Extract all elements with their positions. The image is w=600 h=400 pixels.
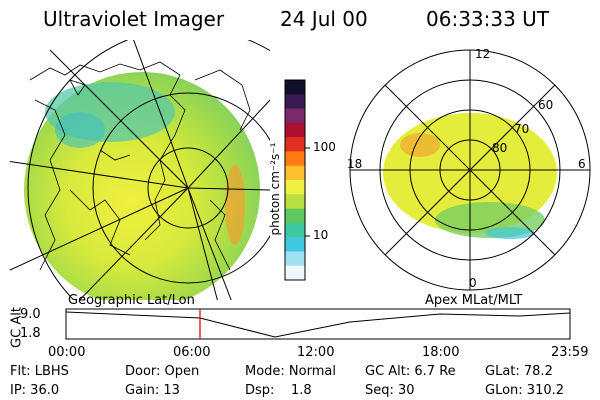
info-glat: GLat: 78.2 [485, 364, 553, 379]
coastline-outlines [29, 61, 251, 271]
colorbar-stripe [285, 80, 305, 95]
timeline-ylabel: GC Alt [9, 307, 25, 348]
altitude-timeline [65, 308, 571, 340]
colorbar-stripe [285, 108, 305, 124]
geographic-panel-label: Geographic Lat/Lon [68, 293, 195, 308]
colorbar-tick-10: 10 [313, 228, 329, 242]
app-title: Ultraviolet Imager [43, 7, 225, 31]
altitude-curve [65, 311, 571, 338]
mlt-label-0: 0 [469, 276, 477, 290]
mlat-label-60: 60 [538, 98, 554, 112]
polar-mlat-mlt-plot [349, 49, 591, 291]
timeline-xtick-1800: 18:00 [422, 345, 460, 360]
time-label: 06:33:33 UT [426, 7, 550, 31]
timeline-xtick-0000: 00:00 [48, 345, 86, 360]
geo-orange-band [225, 165, 245, 245]
mlt-label-18: 18 [347, 157, 363, 171]
colorbar-unit-label: photon cm⁻²s⁻¹ [268, 142, 282, 236]
colorbar-stripe [285, 122, 305, 138]
colorbar-stripe [285, 251, 305, 267]
mlat-label-80: 80 [492, 141, 508, 155]
info-dsp: Dsp: 1.8 [245, 383, 312, 398]
colorbar-stripe [285, 151, 305, 167]
colorbar-stripe [285, 265, 305, 281]
colorbar-stripe [285, 137, 305, 152]
info-glon: GLon: 310.2 [485, 383, 565, 398]
geo-cyan-patch [55, 112, 105, 148]
colorbar-stripe [285, 222, 305, 238]
mlat-label-70: 70 [514, 122, 530, 136]
geographic-image-panel [10, 40, 270, 300]
colorbar-stripe [285, 165, 305, 181]
info-door: Door: Open [125, 364, 200, 379]
auroral-oval-orange [400, 133, 440, 157]
mlt-label-6: 6 [578, 157, 586, 171]
colorbar-stripe [285, 208, 305, 224]
info-gain: Gain: 13 [125, 383, 180, 398]
timeline-xtick-1200: 12:00 [297, 345, 335, 360]
date-label: 24 Jul 00 [280, 7, 368, 31]
colorbar-tick-100: 100 [313, 140, 336, 154]
auroral-oval-cyan-edge [485, 227, 535, 239]
color-scale-bar [284, 79, 310, 281]
info-ip: IP: 36.0 [10, 383, 60, 398]
timeline-xtick-0600: 06:00 [173, 345, 211, 360]
apex-panel-label: Apex MLat/MLT [425, 293, 523, 308]
mlt-label-12: 12 [475, 47, 491, 61]
geo-grid [10, 40, 270, 300]
timeline-ytick-1-8: 1.8 [20, 326, 41, 341]
colorbar-stripe [285, 94, 305, 110]
info-filter: Flt: LBHS [10, 364, 69, 379]
colorbar-stripe [285, 180, 305, 195]
info-seq: Seq: 30 [365, 383, 415, 398]
timeline-xtick-2359: 23:59 [551, 345, 589, 360]
colorbar-stripe [285, 237, 305, 252]
colorbar-stripes [285, 80, 305, 281]
info-mode: Mode: Normal [245, 364, 336, 379]
info-gc-alt: GC Alt: 6.7 Re [365, 364, 456, 379]
colorbar-stripe [285, 194, 305, 210]
timeline-ytick-9: 9.0 [20, 307, 41, 322]
